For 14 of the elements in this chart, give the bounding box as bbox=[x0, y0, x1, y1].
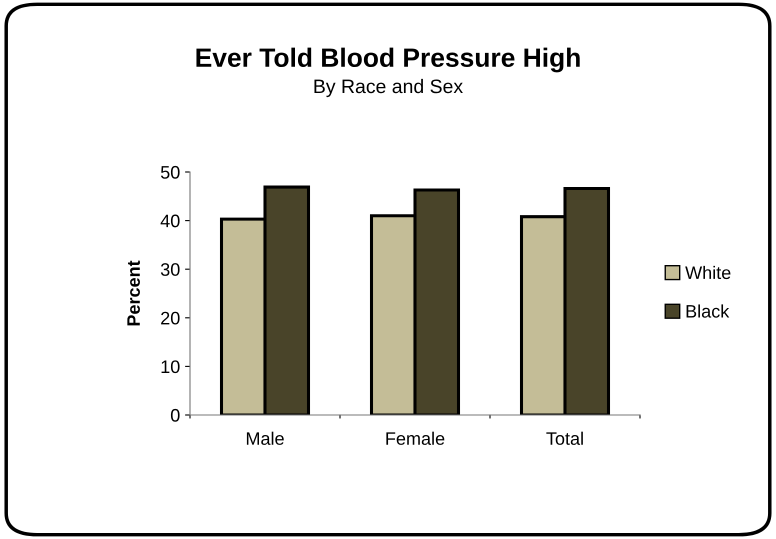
y-tick-label: 0 bbox=[170, 408, 180, 422]
y-axis-title: Percent bbox=[127, 260, 140, 326]
x-tick-label: Male bbox=[246, 432, 284, 445]
legend-label: White bbox=[685, 266, 730, 280]
y-tick-label: 50 bbox=[160, 166, 180, 179]
chart-subtitle: By Race and Sex bbox=[314, 78, 463, 98]
y-tick-label: 40 bbox=[160, 214, 180, 228]
legend-label: Black bbox=[686, 304, 730, 318]
x-tick-label: Total bbox=[546, 432, 583, 445]
x-tick-label: Female bbox=[386, 432, 444, 445]
y-tick-label: 20 bbox=[161, 312, 180, 325]
y-tick-label: 10 bbox=[162, 360, 180, 374]
chart-title: Ever Told Blood Pressure High bbox=[196, 48, 580, 72]
y-tick-label: 30 bbox=[160, 263, 180, 276]
